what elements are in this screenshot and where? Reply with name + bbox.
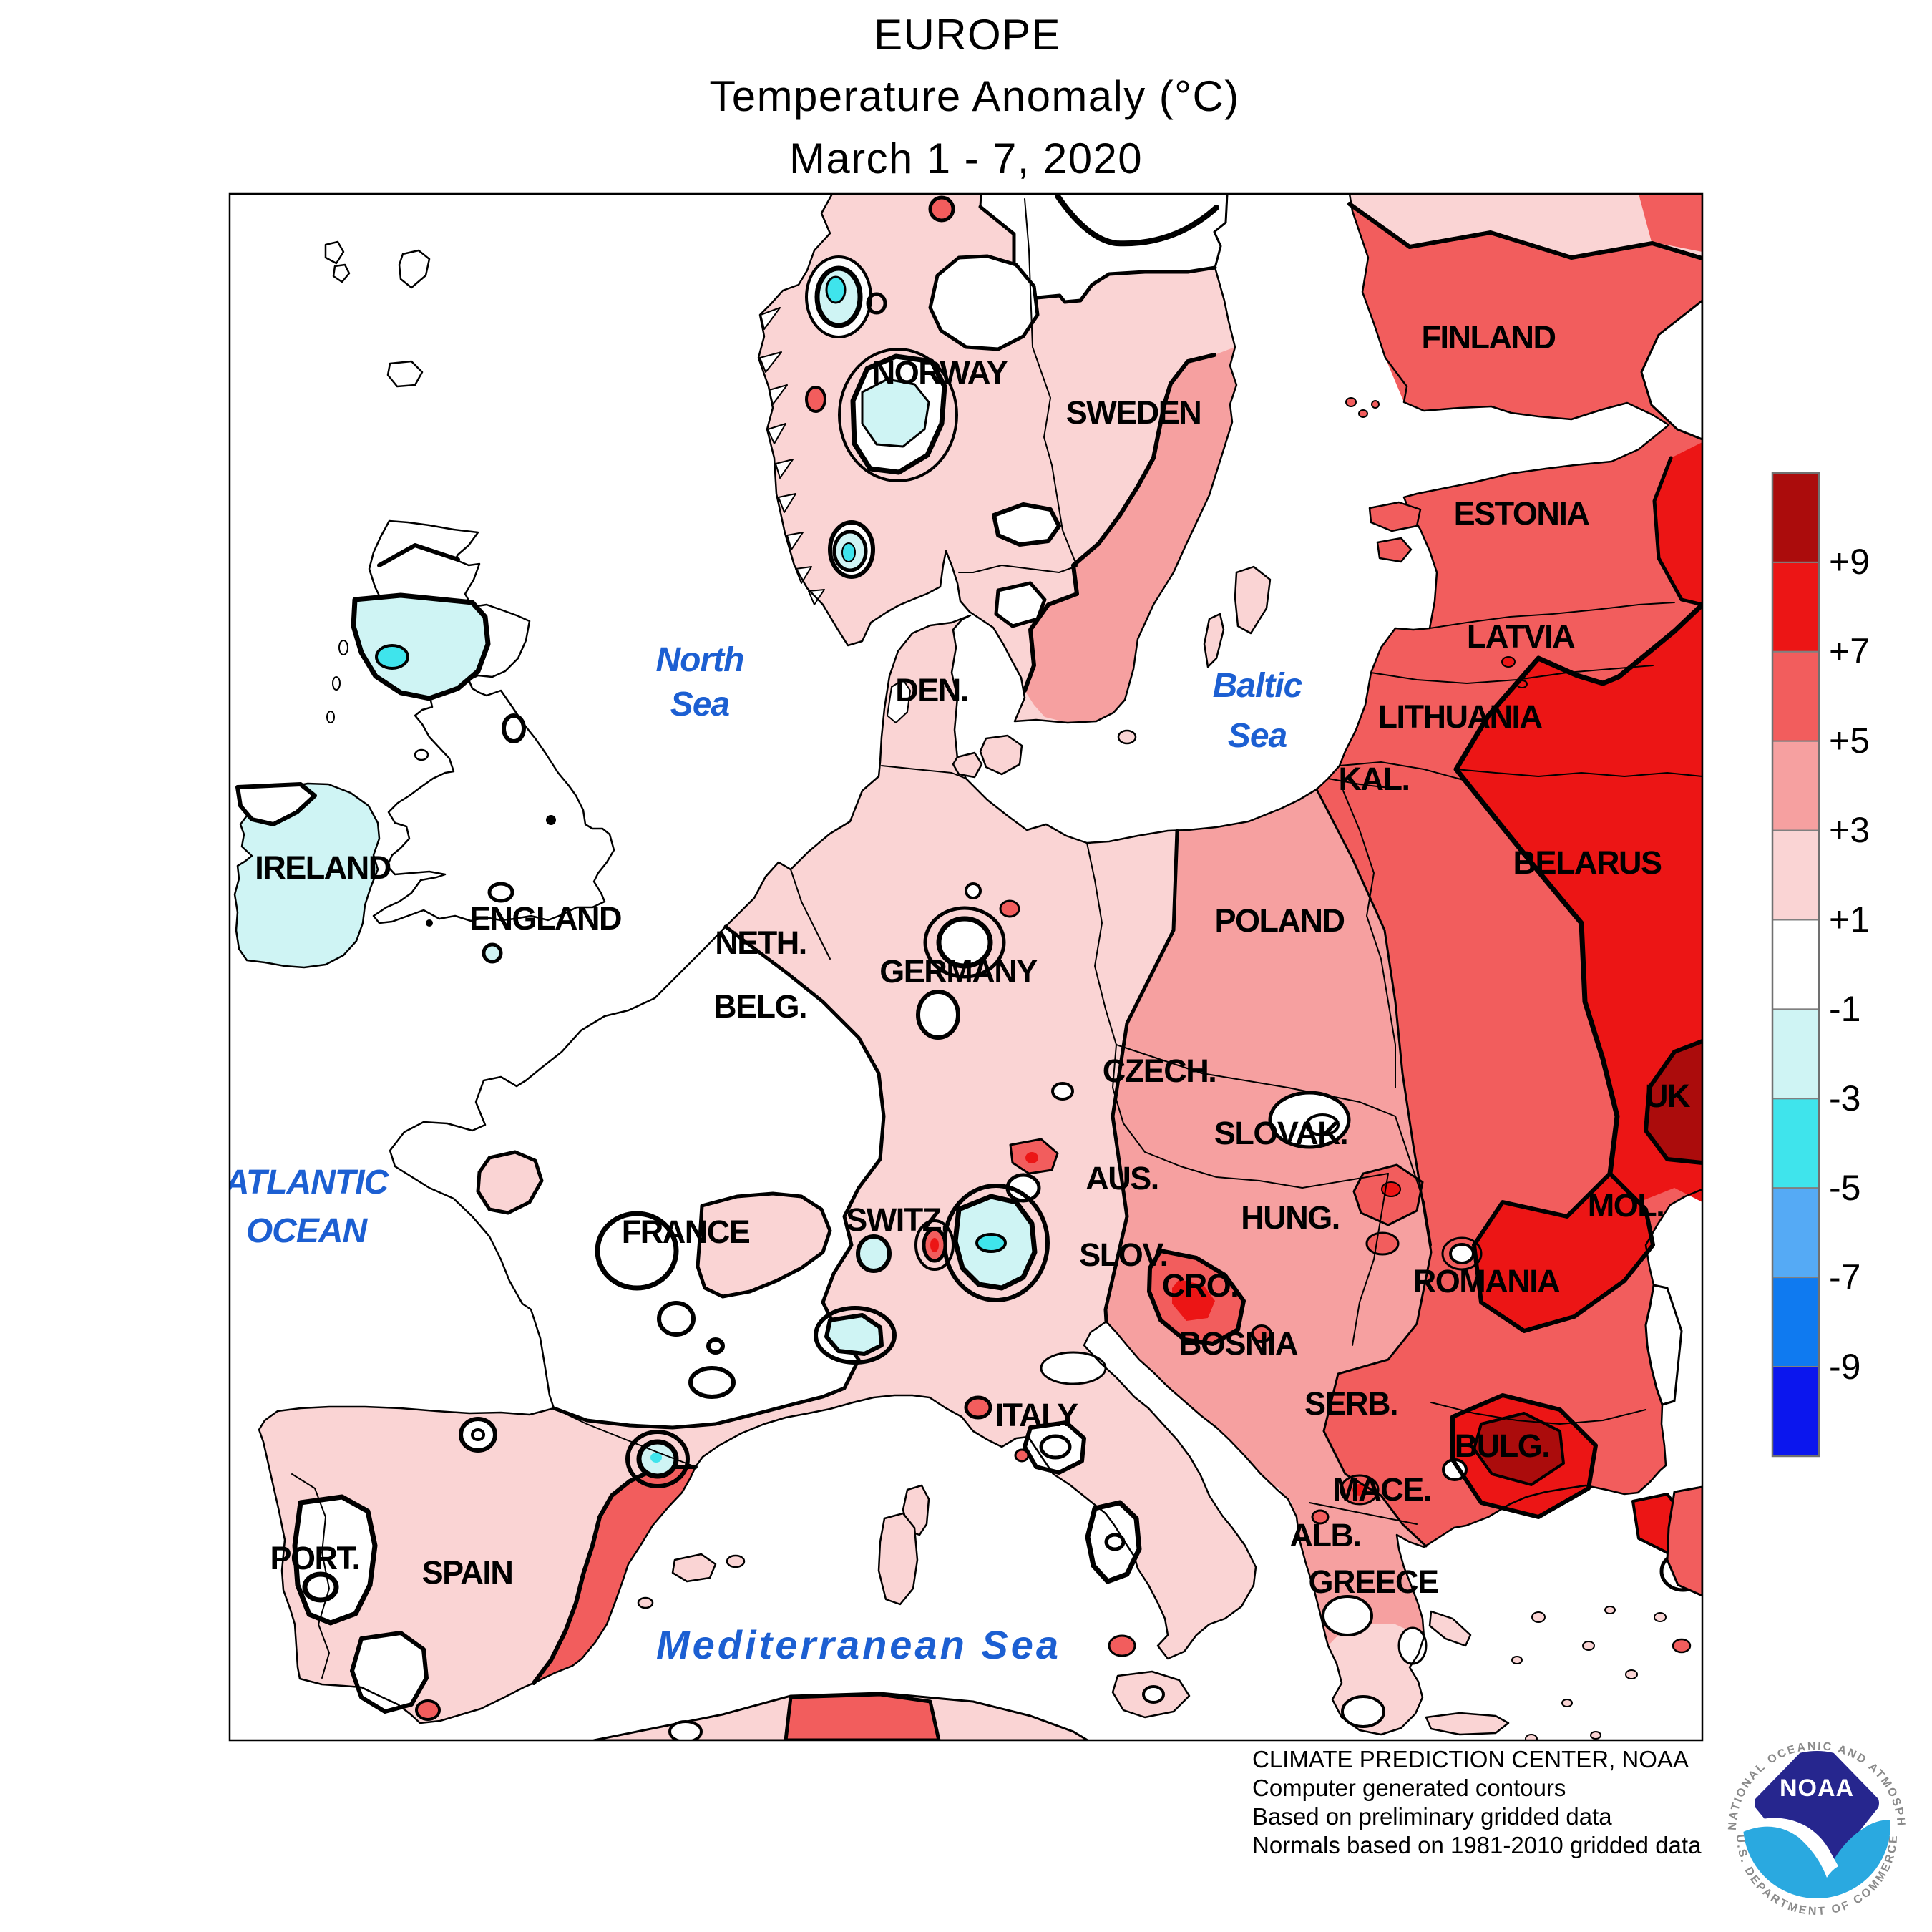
svg-text:GREECE: GREECE — [1308, 1563, 1438, 1600]
svg-text:-9: -9 — [1829, 1347, 1860, 1387]
svg-text:+7: +7 — [1829, 631, 1870, 671]
svg-text:SLOVAK.: SLOVAK. — [1214, 1115, 1347, 1151]
svg-text:LITHUANIA: LITHUANIA — [1378, 698, 1543, 735]
svg-text:Temperature Anomaly (°C): Temperature Anomaly (°C) — [709, 72, 1239, 120]
svg-text:NOAA: NOAA — [1780, 1775, 1854, 1802]
svg-text:Sea: Sea — [1228, 717, 1287, 755]
svg-text:AUS.: AUS. — [1085, 1160, 1158, 1196]
svg-text:Based on preliminary gridded d: Based on preliminary gridded data — [1252, 1803, 1612, 1830]
svg-text:-3: -3 — [1829, 1078, 1860, 1118]
svg-text:Sea: Sea — [670, 686, 730, 723]
svg-text:OCEAN: OCEAN — [246, 1212, 369, 1250]
svg-text:UK: UK — [1645, 1078, 1691, 1114]
svg-text:SLOV.: SLOV. — [1079, 1236, 1167, 1273]
svg-text:PORT.: PORT. — [270, 1540, 359, 1576]
svg-text:BELG.: BELG. — [713, 988, 806, 1025]
svg-text:CLIMATE PREDICTION CENTER, NOA: CLIMATE PREDICTION CENTER, NOAA — [1252, 1746, 1689, 1772]
svg-text:POLAND: POLAND — [1215, 902, 1345, 939]
svg-text:March 1 - 7, 2020: March 1 - 7, 2020 — [789, 135, 1143, 182]
svg-text:+9: +9 — [1829, 542, 1870, 582]
svg-text:NETH.: NETH. — [715, 924, 806, 961]
svg-text:SWEDEN: SWEDEN — [1066, 394, 1201, 431]
svg-text:+1: +1 — [1829, 899, 1870, 940]
svg-text:-1: -1 — [1829, 989, 1860, 1029]
svg-text:Mediterranean Sea: Mediterranean Sea — [656, 1622, 1061, 1667]
svg-text:BOSNIA: BOSNIA — [1179, 1325, 1298, 1362]
svg-text:-5: -5 — [1829, 1168, 1860, 1208]
svg-text:ESTONIA: ESTONIA — [1454, 495, 1590, 532]
svg-text:SERB.: SERB. — [1304, 1385, 1397, 1422]
svg-text:+5: +5 — [1829, 721, 1870, 761]
svg-text:ROMANIA: ROMANIA — [1413, 1263, 1560, 1299]
svg-text:BELARUS: BELARUS — [1513, 844, 1661, 881]
svg-text:MACE.: MACE. — [1332, 1471, 1431, 1508]
svg-text:CRO.: CRO. — [1162, 1267, 1239, 1304]
svg-text:ALB.: ALB. — [1290, 1517, 1361, 1553]
svg-text:HUNG.: HUNG. — [1241, 1199, 1340, 1236]
svg-text:ENGLAND: ENGLAND — [469, 900, 621, 937]
svg-text:SWITZ.: SWITZ. — [846, 1201, 948, 1238]
svg-text:+3: +3 — [1829, 810, 1870, 850]
svg-text:Normals based on 1981-2010 gri: Normals based on 1981-2010 gridded data — [1252, 1832, 1702, 1858]
svg-text:North: North — [656, 641, 744, 679]
svg-text:Baltic: Baltic — [1213, 667, 1302, 705]
svg-text:-7: -7 — [1829, 1257, 1860, 1297]
svg-text:GERMANY: GERMANY — [879, 953, 1038, 990]
svg-text:ITALY: ITALY — [995, 1397, 1078, 1433]
svg-text:FRANCE: FRANCE — [622, 1214, 750, 1250]
svg-text:CZECH.: CZECH. — [1103, 1053, 1216, 1089]
svg-text:MOL.: MOL. — [1588, 1187, 1664, 1224]
svg-text:NORWAY: NORWAY — [872, 354, 1008, 391]
svg-text:IRELAND: IRELAND — [255, 849, 391, 886]
svg-text:Computer generated contours: Computer generated contours — [1252, 1775, 1566, 1801]
svg-text:KAL.: KAL. — [1339, 761, 1410, 797]
svg-text:ATLANTIC: ATLANTIC — [224, 1163, 390, 1201]
svg-text:BULG.: BULG. — [1455, 1428, 1550, 1464]
svg-text:LATVIA: LATVIA — [1467, 618, 1575, 655]
svg-text:DEN.: DEN. — [895, 672, 968, 708]
svg-text:EUROPE: EUROPE — [874, 11, 1061, 59]
svg-text:SPAIN: SPAIN — [422, 1554, 513, 1591]
svg-text:FINLAND: FINLAND — [1422, 319, 1556, 356]
